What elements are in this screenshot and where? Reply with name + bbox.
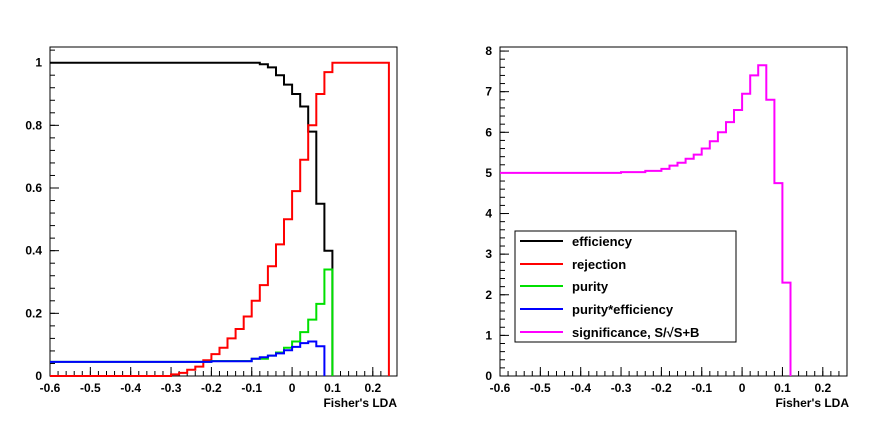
right-y-tick-label: 3 (485, 247, 492, 261)
right-x-tick-label: 0 (739, 381, 746, 395)
left-chart-panel: -0.6 -0.5 -0.4 -0.3 -0.2 -0.1 0 0.1 0.2 0 0.2 0.4 0.… (25, 46, 398, 410)
right-y-tick-label: 7 (485, 85, 492, 99)
right-x-tick-label: -0.6 (490, 381, 511, 395)
left-x-tick-label: -0.5 (80, 381, 101, 395)
right-y-tick-label: 0 (485, 369, 492, 383)
left-x-tick-label: 0.1 (324, 381, 341, 395)
right-series-group (500, 64, 792, 376)
right-x-tick-label: -0.2 (651, 381, 672, 395)
right-y-tick-label: 2 (485, 288, 492, 302)
left-y-tick-label: 0.6 (25, 181, 42, 195)
left-x-axis-title: Fisher's LDA (323, 396, 397, 410)
left-y-tick-label: 0.4 (25, 244, 42, 258)
left-axis-ticks (49, 49, 398, 377)
left-y-tick-label: 0 (35, 369, 42, 383)
series-significance-s-s-b-line (500, 64, 792, 376)
left-x-tick-label: -0.1 (241, 381, 262, 395)
right-y-tick-label: 1 (485, 328, 492, 342)
left-tick-labels: -0.6 -0.5 -0.4 -0.3 -0.2 -0.1 0 0.1 0.2 0 0.2 0.4 0.… (25, 56, 381, 395)
left-y-tick-label: 0.2 (25, 306, 42, 320)
left-x-tick-label: -0.3 (161, 381, 182, 395)
right-x-tick-label: -0.3 (611, 381, 632, 395)
left-x-tick-label: 0 (289, 381, 296, 395)
legend-label-efficiency: efficiency (572, 234, 633, 249)
left-series-group (50, 61, 390, 377)
left-x-tick-label: -0.2 (201, 381, 222, 395)
right-axis-ticks (499, 50, 848, 377)
left-plot-frame (49, 46, 398, 377)
right-y-tick-label: 8 (485, 44, 492, 58)
right-plot-frame (499, 46, 848, 377)
right-tick-labels: -0.6 -0.5 -0.4 -0.3 -0.2 -0.1 0 0.1 0.2 0 1 2 3 4 5 6 7 8 (485, 44, 831, 395)
right-y-tick-label: 4 (485, 207, 492, 221)
right-x-axis-title: Fisher's LDA (775, 396, 849, 410)
left-x-tick-label: -0.4 (120, 381, 141, 395)
legend-label-purity: purity (572, 279, 609, 294)
series-rejection-line (50, 61, 390, 377)
series-efficiency-line (50, 61, 334, 376)
right-x-tick-label: -0.4 (570, 381, 591, 395)
legend-label-rejection: rejection (572, 257, 626, 272)
legend-label-purity-efficiency: purity*efficiency (572, 302, 674, 317)
series-purity-efficiency-line (50, 340, 326, 376)
right-x-tick-label: 0.2 (814, 381, 831, 395)
left-y-tick-label: 1 (35, 56, 42, 70)
right-x-tick-label: -0.5 (530, 381, 551, 395)
legend: efficiency rejection purity purity*effic… (514, 230, 737, 343)
right-y-tick-label: 5 (485, 166, 492, 180)
right-chart-panel: -0.6 -0.5 -0.4 -0.3 -0.2 -0.1 0 0.1 0.2 0 1 2 3 4 5 6 7 8… (485, 44, 849, 410)
right-y-tick-label: 6 (485, 125, 492, 139)
legend-label-significance: significance, S/√S+B (572, 325, 699, 340)
right-x-tick-label: -0.1 (691, 381, 712, 395)
left-x-tick-label: -0.6 (40, 381, 61, 395)
left-y-tick-label: 0.8 (25, 118, 42, 132)
right-x-tick-label: 0.1 (774, 381, 791, 395)
left-x-tick-label: 0.2 (364, 381, 381, 395)
